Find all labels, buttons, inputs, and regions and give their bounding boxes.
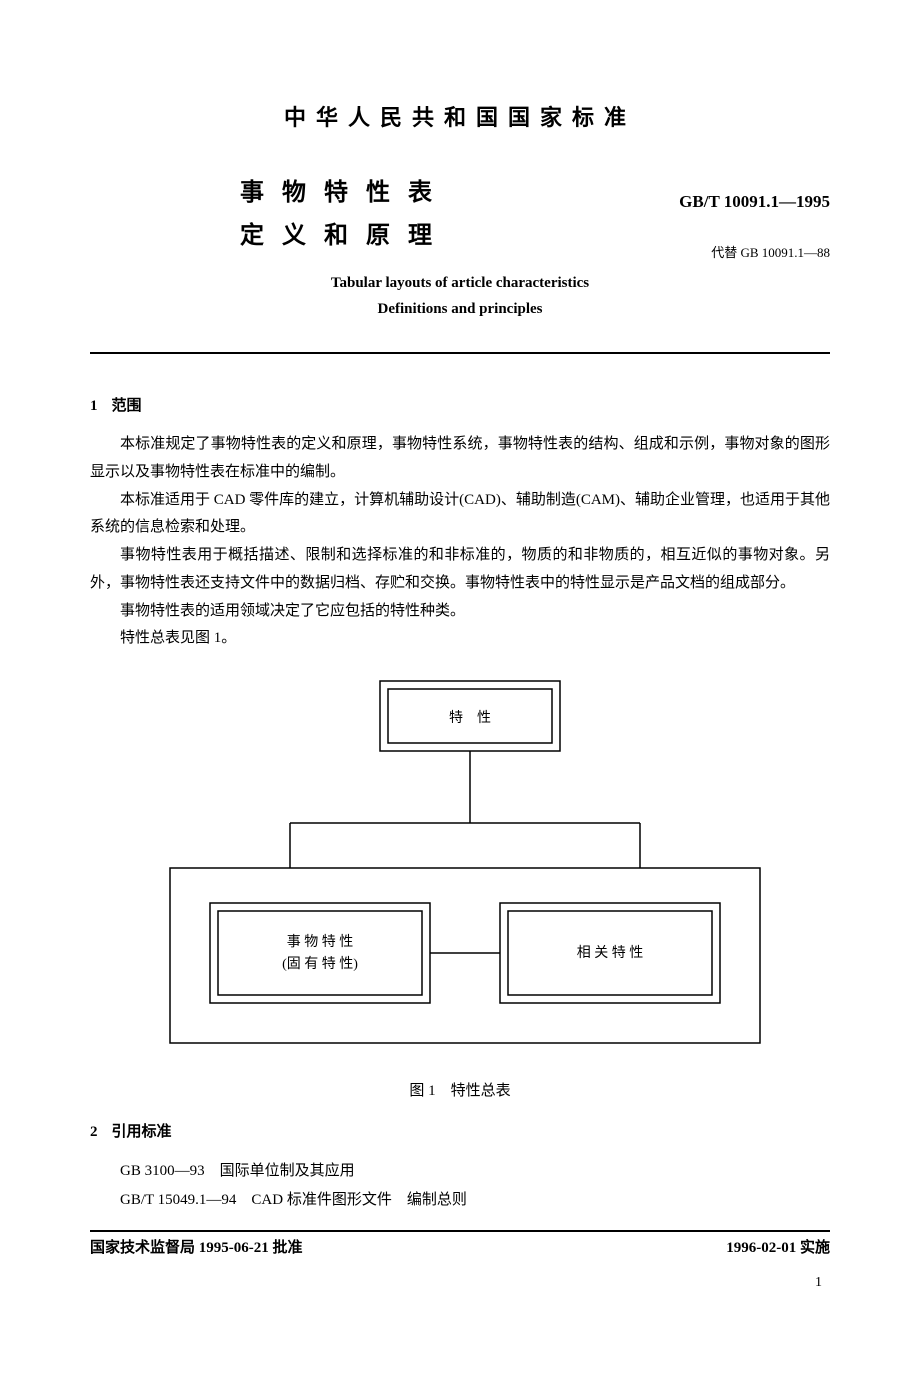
figure-left-box-line1: 事 物 特 性 (287, 934, 354, 950)
figure-left-box-line2: (固 有 特 性) (282, 956, 358, 972)
figure-1: 特 性 事 物 特 性 (固 有 特 性) 相 关 特 性 图 1 特性总表 (90, 673, 830, 1100)
section-1-body: 本标准规定了事物特性表的定义和原理，事物特性系统，事物特性表的结构、组成和示例，… (90, 431, 830, 653)
section-1-p2: 本标准适用于 CAD 零件库的建立，计算机辅助设计(CAD)、辅助制造(CAM)… (90, 487, 830, 543)
title-row: 事物特性表 定义和原理 GB/T 10091.1—1995 代替 GB 1009… (90, 172, 830, 261)
figure-1-svg: 特 性 事 物 特 性 (固 有 特 性) 相 关 特 性 (150, 673, 770, 1073)
section-2-number: 2 (90, 1124, 98, 1140)
figure-top-box-label: 特 性 (449, 710, 491, 726)
figure-right-box-label: 相 关 特 性 (577, 945, 644, 961)
chinese-title-line1: 事物特性表 (90, 172, 600, 215)
english-title-line1: Tabular layouts of article characteristi… (90, 271, 830, 297)
section-2-refs: GB 3100—93 国际单位制及其应用 GB/T 15049.1—94 CAD… (120, 1157, 830, 1214)
section-2-heading: 2 引用标准 (90, 1120, 830, 1141)
standard-info: GB/T 10091.1—1995 代替 GB 10091.1—88 (600, 172, 830, 261)
footer-approval: 国家技术监督局 1995-06-21 批准 (90, 1236, 303, 1257)
section-1-p5: 特性总表见图 1。 (90, 625, 830, 653)
english-title: Tabular layouts of article characteristi… (90, 271, 830, 322)
replaces-text: 代替 GB 10091.1—88 (600, 242, 830, 261)
section-1-p1: 本标准规定了事物特性表的定义和原理，事物特性系统，事物特性表的结构、组成和示例，… (90, 431, 830, 487)
english-title-line2: Definitions and principles (90, 297, 830, 323)
figure-1-caption-prefix: 图 1 (409, 1083, 435, 1099)
header-divider (90, 352, 830, 354)
footer: 国家技术监督局 1995-06-21 批准 1996-02-01 实施 (90, 1230, 830, 1257)
figure-1-caption: 图 1 特性总表 (90, 1079, 830, 1100)
section-1-p4: 事物特性表的适用领域决定了它应包括的特性种类。 (90, 598, 830, 626)
section-1-number: 1 (90, 398, 98, 414)
figure-1-caption-text: 特性总表 (451, 1083, 511, 1099)
chinese-title: 事物特性表 定义和原理 (90, 172, 600, 258)
standard-number: GB/T 10091.1—1995 (600, 192, 830, 212)
reference-1: GB 3100—93 国际单位制及其应用 (120, 1157, 830, 1186)
page-number: 1 (90, 1275, 830, 1291)
reference-2: GB/T 15049.1—94 CAD 标准件图形文件 编制总则 (120, 1186, 830, 1215)
national-standard-header: 中华人民共和国国家标准 (90, 100, 830, 132)
section-1-p3: 事物特性表用于概括描述、限制和选择标准的和非标准的，物质的和非物质的，相互近似的… (90, 542, 830, 598)
section-1-title: 范围 (112, 398, 142, 414)
section-1-heading: 1 范围 (90, 394, 830, 415)
footer-implementation: 1996-02-01 实施 (726, 1236, 830, 1257)
page: 中华人民共和国国家标准 事物特性表 定义和原理 GB/T 10091.1—199… (0, 0, 920, 1331)
chinese-title-line2: 定义和原理 (90, 215, 600, 258)
section-2-title: 引用标准 (112, 1124, 172, 1140)
